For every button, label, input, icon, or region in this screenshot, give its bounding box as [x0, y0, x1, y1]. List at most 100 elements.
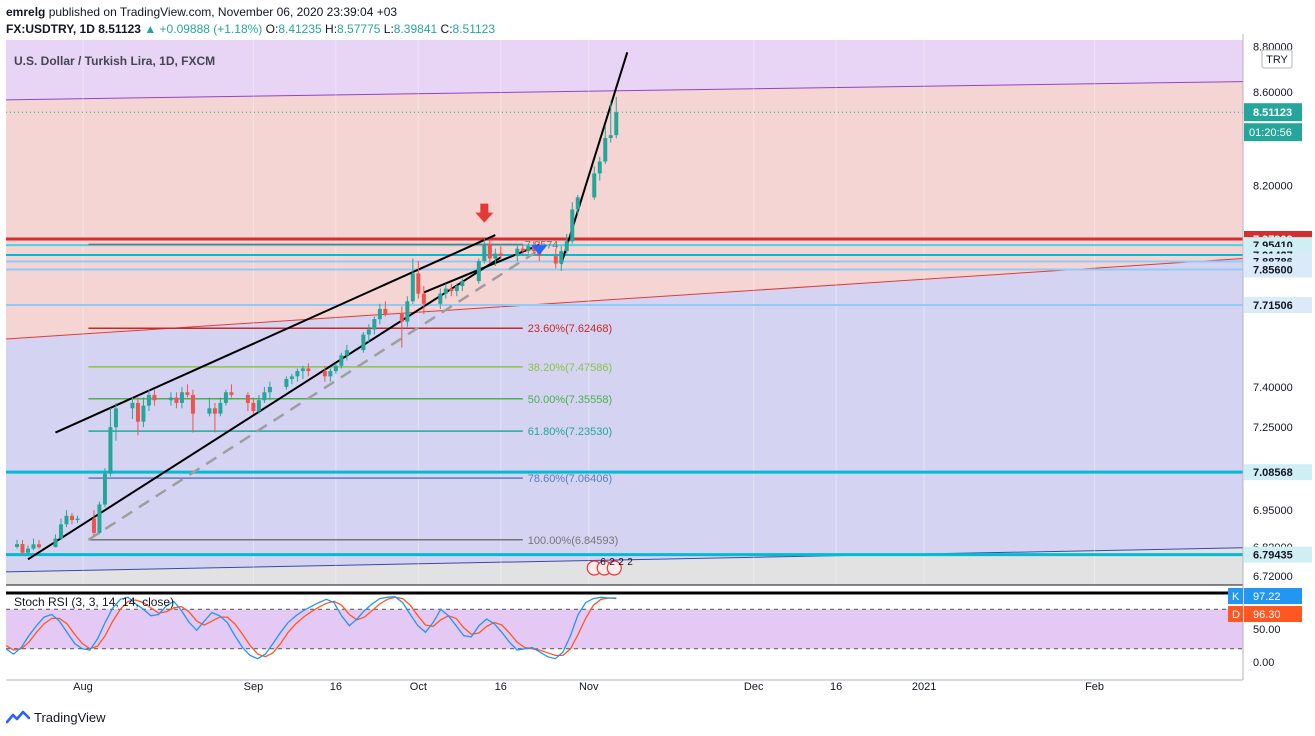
high-label: H: [325, 22, 338, 36]
candle-body [410, 273, 415, 302]
candle-body [372, 319, 377, 330]
symbol-label: FX:USDTRY, 1D [6, 22, 95, 36]
candle-body [130, 402, 135, 409]
candle-body [135, 402, 140, 422]
candle-body [520, 248, 525, 252]
close-label: C: [440, 22, 453, 36]
candle-body [438, 293, 443, 304]
level-price-label: 7.71506 [1253, 300, 1293, 312]
sell-arrow-icon [475, 203, 494, 223]
level-price-label: 7.85600 [1253, 265, 1293, 277]
candle-body [295, 371, 300, 377]
candle-body [460, 281, 465, 287]
candle-body [174, 397, 179, 403]
x-tick-label: 2021 [912, 681, 936, 693]
last-price-label: 8.51123 [1253, 107, 1292, 119]
tradingview-logo[interactable]: TradingView [6, 709, 106, 725]
countdown-label: 01:20:56 [1249, 127, 1292, 139]
candle-body [262, 392, 267, 401]
candle-body [366, 329, 371, 335]
fib-trend-dashed-line [87, 248, 540, 541]
candle-body [146, 394, 151, 406]
x-tick-label: Sep [244, 681, 264, 693]
candle-body [152, 394, 157, 401]
last-price-tag [1244, 103, 1302, 122]
high-value: 8.57775 [337, 22, 381, 36]
author-name[interactable]: emrelg [6, 5, 46, 19]
candle-body [75, 518, 80, 521]
candle-body [597, 161, 602, 174]
rsi-d-badge-label: D [1232, 609, 1240, 621]
candle-body [603, 138, 608, 162]
candle-body [168, 397, 173, 401]
candle-body [64, 515, 69, 525]
fib-label: 23.60%(7.62468) [528, 323, 612, 335]
channel-bottom-line [5, 547, 1244, 573]
publish-line: emrelg published on TradingView.com, Nov… [6, 5, 397, 19]
candle-body [141, 405, 146, 422]
channel-top-line [5, 81, 1244, 101]
y-tick-label: 7.40000 [1253, 382, 1293, 394]
level-price-tag [1244, 261, 1312, 278]
currency-badge [1261, 49, 1293, 69]
rsi-y-tick-label: 0.00 [1253, 657, 1274, 669]
candle-body [300, 368, 305, 372]
candle-body [482, 243, 487, 262]
price-axis-background [1243, 34, 1315, 680]
candle-body [608, 135, 613, 139]
candle-body [526, 246, 531, 252]
fib-label: 50.00%(7.35558) [528, 394, 612, 406]
price-chart[interactable]: 7.957423.60%(7.62468)38.20%(7.47586)50.0… [0, 0, 1315, 705]
candle-body [245, 394, 250, 403]
candle-body [449, 288, 454, 292]
candle-body [36, 544, 41, 548]
currency-badge-label: TRY [1266, 54, 1288, 66]
candle-body [377, 308, 382, 320]
candle-body [487, 243, 492, 259]
candle-body [91, 518, 96, 533]
candle-body [31, 544, 36, 549]
candle-body [361, 334, 366, 351]
close-value: 8.51123 [452, 22, 496, 36]
level-price-tag [1244, 464, 1312, 481]
candle-body [306, 368, 311, 372]
x-tick-label: Aug [73, 681, 93, 693]
rsi-d-value: 96.30 [1253, 609, 1281, 621]
candle-body [564, 241, 569, 252]
candle-body [289, 376, 294, 379]
candle-body [14, 544, 19, 547]
tradingview-logo-icon [6, 710, 30, 724]
candle-body [212, 408, 217, 414]
candle-body [553, 256, 558, 264]
y-tick-label: 8.60000 [1253, 87, 1293, 99]
fib-label: 100.00%(6.84593) [528, 535, 619, 547]
rsi-k-badge [1228, 588, 1243, 604]
candle-body [559, 251, 564, 264]
candle-body [20, 544, 25, 553]
level-price-label: 7.08568 [1253, 467, 1293, 479]
candle-body [185, 392, 190, 395]
candle-body [218, 402, 223, 414]
candle-body [97, 504, 102, 533]
candle-body [498, 253, 503, 257]
candle-body [223, 392, 228, 403]
level-price-tag [1244, 546, 1312, 563]
candle-body [251, 402, 256, 411]
ohlc-line: FX:USDTRY, 1D 8.51123 ▲ +0.09888 (+1.18%… [6, 22, 495, 36]
rsi-band [6, 609, 1243, 649]
price-change: +0.09888 (+1.18%) [159, 22, 263, 36]
event-count-label: 2 [627, 557, 633, 568]
candle-body [344, 350, 349, 356]
y-tick-label: 8.20000 [1253, 180, 1293, 192]
rsi-d-value-tag [1244, 606, 1302, 622]
candle-body [421, 293, 426, 304]
x-tick-label: 16 [495, 681, 507, 693]
event-count-label: 2 [609, 557, 615, 568]
candle-body [443, 288, 448, 294]
x-tick-label: Feb [1085, 681, 1104, 693]
rsi-d-badge [1228, 606, 1243, 622]
blue-triangle-icon [531, 245, 548, 256]
candle-body [416, 273, 421, 294]
candle-body [322, 371, 327, 377]
channel-mid-line [5, 258, 1244, 340]
